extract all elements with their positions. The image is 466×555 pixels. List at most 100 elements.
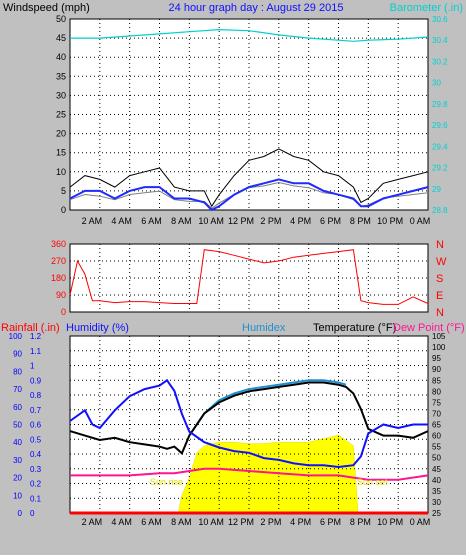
barometer-tick: 29: [432, 185, 441, 194]
humidity-y-ticks: 0 10 20 30 40 50 60 70 80 90 100: [9, 332, 23, 518]
compass-label: W: [436, 256, 447, 268]
barometer-tick: 29.2: [432, 164, 448, 173]
x-tick-label: 6 AM: [141, 216, 162, 226]
rainfall-tick: 0.1: [30, 494, 42, 503]
rainfall-y-ticks: 0 0.1 0.2 0.3 0.4 0.5 0.6 0.7 0.8 0.9 1 1.1 1.2: [30, 332, 42, 518]
humidity-tick: 40: [13, 438, 22, 447]
windspeed-tick: 25: [56, 110, 66, 120]
compass-label: S: [436, 273, 443, 285]
x-tick-label: 0 AM: [410, 216, 431, 226]
compass-label: N: [436, 239, 444, 251]
x-tick-label: 12 PM: [228, 216, 254, 226]
rainfall-tick: 0.9: [30, 376, 42, 385]
rainfall-tick: 0.5: [30, 435, 42, 444]
wind-panel: Windspeed (mph) 24 hour graph day : Augu…: [3, 2, 463, 226]
humidity-tick: 100: [9, 332, 23, 341]
rainfall-tick: 1.1: [30, 347, 42, 356]
humidity-tick: 60: [13, 403, 22, 412]
wind-direction-line: [69, 249, 429, 305]
barometer-tick: 29.8: [432, 100, 448, 109]
barometer-line: [70, 28, 429, 42]
temperature-y-ticks: 25 30 35 40 45 50 55 60 65 70 75 80 85 90 95 100 105: [432, 332, 446, 518]
temperature-tick: 105: [432, 332, 446, 341]
windspeed-tick: 15: [56, 148, 66, 158]
x-tick-label: 4 PM: [290, 216, 311, 226]
x-tick-label: 10 PM: [377, 216, 403, 226]
windspeed-tick: 35: [56, 71, 66, 81]
humidity-tick: 90: [13, 350, 22, 359]
temperature-tick: 60: [432, 432, 441, 441]
dewpoint-line: [70, 467, 429, 481]
temperature-tick: 95: [432, 354, 441, 363]
x-tick-label: 4 AM: [111, 517, 132, 527]
x-tick-label: 10 PM: [377, 517, 403, 527]
windspeed-axis-title: Windspeed (mph): [3, 2, 90, 14]
barometer-tick: 30.4: [432, 36, 448, 45]
direction-tick: 0: [61, 307, 66, 317]
x-tick-label: 8 PM: [350, 216, 371, 226]
humidity-tick: 20: [13, 474, 22, 483]
x-tick-label: 4 AM: [111, 216, 132, 226]
x-tick-label: 6 PM: [320, 517, 341, 527]
sunset-label: Sun set: [357, 477, 388, 487]
humidity-tick: 70: [13, 385, 22, 394]
x-tick-label: 8 AM: [171, 216, 192, 226]
x-tick-label: 12 PM: [228, 517, 254, 527]
windspeed-tick: 10: [56, 167, 66, 177]
barometer-tick: 30.6: [432, 15, 448, 24]
windspeed-tick: 0: [61, 205, 66, 215]
rainfall-tick: 1: [30, 362, 35, 371]
humidity-line: [69, 378, 428, 469]
rainfall-tick: 0.3: [30, 465, 42, 474]
rainfall-tick: 0.7: [30, 406, 42, 415]
windspeed-tick: 5: [61, 186, 66, 196]
rainfall-tick: 0.6: [30, 421, 42, 430]
barometer-tick: 28.8: [432, 206, 448, 215]
temperature-tick: 25: [432, 509, 441, 518]
windspeed-tick: 45: [56, 33, 66, 43]
temperature-tick: 70: [432, 409, 441, 418]
windspeed-tick: 40: [56, 52, 66, 62]
temperature-tick: 40: [432, 476, 441, 485]
temperature-axis-title: Temperature (°F): [313, 322, 396, 334]
humidity-tick: 10: [13, 491, 22, 500]
x-tick-label: 6 AM: [141, 517, 162, 527]
solar-fill: [178, 434, 359, 514]
chart-title: 24 hour graph day : August 29 2015: [169, 2, 344, 14]
temperature-tick: 55: [432, 443, 441, 452]
temperature-tick: 65: [432, 421, 441, 430]
sunrise-label: Sun rise: [150, 477, 183, 487]
rainfall-tick: 0.4: [30, 450, 42, 459]
x-tick-label: 8 PM: [350, 517, 371, 527]
temperature-tick: 75: [432, 398, 441, 407]
wind-series: [69, 28, 429, 212]
temperature-series: [69, 378, 429, 515]
dewpoint-label: Dew Point (°F): [393, 322, 465, 334]
windspeed-y-ticks: 0 5 10 15 20 25 30 35 40 45 50: [56, 14, 66, 215]
temperature-panel: Rainfall (.in) Humidity (%) Humidex Temp…: [1, 322, 465, 527]
solar-area: [178, 434, 359, 514]
rainfall-tick: 0.2: [30, 480, 42, 489]
temperature-tick: 35: [432, 487, 441, 496]
barometer-tick: 29.6: [432, 121, 448, 130]
windspeed-tick: 20: [56, 129, 66, 139]
humidex-line: [188, 379, 347, 437]
barometer-tick: 30: [432, 79, 441, 88]
humidity-tick: 80: [13, 367, 22, 376]
temperature-grid: [70, 336, 428, 513]
direction-tick: 360: [51, 239, 66, 249]
x-tick-label: 10 AM: [198, 216, 224, 226]
barometer-tick: 30.2: [432, 57, 448, 66]
direction-tick: 90: [56, 290, 66, 300]
temperature-x-ticks: 2 AM 4 AM 6 AM 8 AM 10 AM 12 PM 2 PM 4 PM 6 PM 8 …: [82, 517, 431, 527]
windspeed-tick: 50: [56, 14, 66, 24]
direction-tick: 270: [51, 256, 66, 266]
humidity-axis-title: Humidity (%): [66, 322, 129, 334]
temperature-tick: 90: [432, 365, 441, 374]
temperature-tick: 100: [432, 343, 446, 352]
humidity-tick: 30: [13, 456, 22, 465]
rainfall-tick: 1.2: [30, 332, 42, 341]
direction-tick: 180: [51, 273, 66, 283]
temperature-tick: 50: [432, 454, 441, 463]
